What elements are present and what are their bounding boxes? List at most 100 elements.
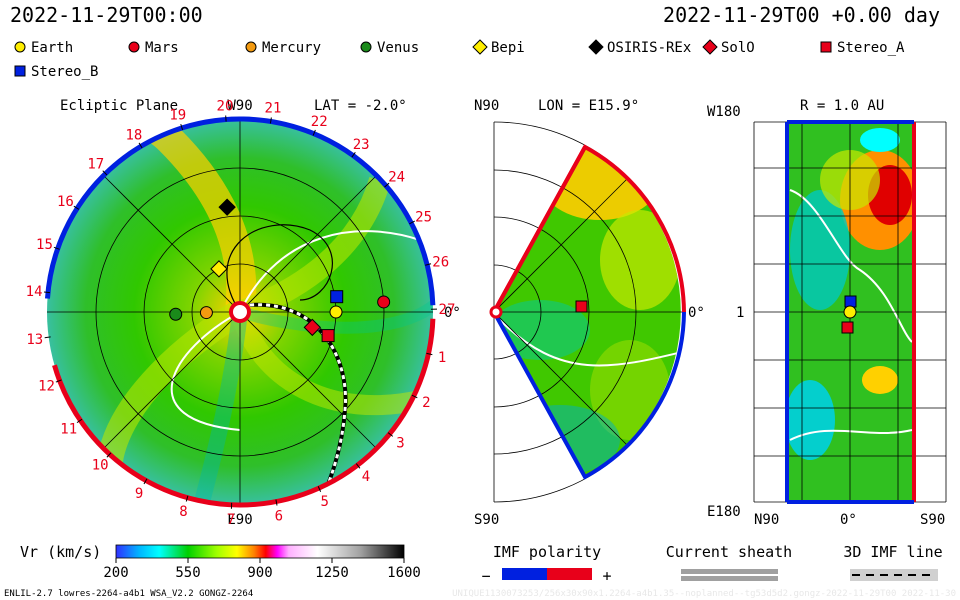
legend-marker-mars — [128, 41, 140, 53]
imf3d-key: 3D IMF line — [843, 543, 943, 581]
body-mercury — [199, 306, 213, 320]
radial-bottom-left: E180 — [707, 504, 741, 520]
current-sheath-line — [239, 230, 421, 313]
meridional-top-label: N90 — [474, 98, 499, 114]
day-tick-label: 17 — [87, 157, 104, 173]
day-tick-label: 10 — [92, 458, 109, 474]
day-tick-mark — [185, 495, 189, 502]
date-right: 2022-11-29T00 +0.00 day — [663, 3, 940, 27]
colorbar-gradient — [115, 544, 405, 559]
radial-r-label: R = 1.0 AU — [800, 98, 884, 114]
day-tick-mark — [355, 463, 361, 469]
day-tick-label: 5 — [321, 494, 329, 510]
legend-marker-bepi — [472, 39, 488, 55]
legend-marker-solo — [702, 39, 718, 55]
imf-negative-swatch — [502, 568, 547, 580]
day-tick-label: 8 — [179, 504, 187, 520]
legend-marker-osiris-rex — [588, 39, 604, 55]
legend-marker-venus — [360, 41, 372, 53]
day-tick-label: 4 — [362, 469, 370, 485]
radial-stereo-b-marker — [844, 295, 857, 308]
day-tick-label: 1 — [438, 350, 446, 366]
legend-marker-stereo-b — [14, 65, 26, 77]
day-tick-mark — [138, 142, 143, 149]
footer-right: UNIQUE1130073253/256x30x90x1.2264-a4b1.3… — [452, 589, 956, 599]
day-tick-mark — [44, 336, 51, 339]
day-tick-mark — [411, 394, 418, 399]
day-tick-mark — [102, 170, 108, 176]
ecliptic-right-label: 0° — [444, 305, 461, 321]
legend-label-bepi: Bepi — [491, 40, 525, 56]
day-tick-mark — [351, 151, 356, 158]
day-tick-label: 14 — [26, 284, 43, 300]
ecliptic-lat-label: LAT = -2.0° — [314, 98, 407, 114]
day-tick-mark — [269, 117, 272, 124]
day-tick-mark — [317, 486, 322, 492]
colorbar-tick-label: 550 — [175, 565, 200, 581]
radial-left-mid: 1 — [736, 305, 744, 321]
date-left: 2022-11-29T00:00 — [10, 3, 203, 27]
day-tick-mark — [384, 182, 390, 188]
legend-label-stereo-b: Stereo_B — [31, 64, 98, 80]
day-tick-mark — [55, 379, 62, 383]
day-tick-label: 19 — [169, 108, 186, 124]
colorbar-tick-label: 1250 — [315, 565, 349, 581]
day-tick-label: 25 — [415, 209, 432, 225]
day-tick-label: 6 — [275, 508, 283, 524]
current-sheath-key: Current sheath — [666, 543, 792, 581]
day-tick-label: 3 — [396, 436, 404, 452]
day-tick-mark — [73, 205, 80, 210]
ecliptic-bottom-label: E90 — [227, 512, 252, 528]
legend-marker-stereo-a — [820, 41, 832, 53]
day-tick-label: 27 — [439, 302, 456, 318]
meridional-bottom-label: S90 — [474, 512, 499, 528]
current-sheath-label: Current sheath — [666, 543, 792, 561]
day-tick-label: 22 — [311, 114, 328, 130]
imf-polarity-key: IMF polarity − + — [481, 543, 611, 585]
day-tick-mark — [409, 220, 415, 225]
meridional-right-label: 0° — [688, 305, 705, 321]
day-tick-mark — [425, 263, 432, 266]
day-tick-label: 2 — [422, 395, 430, 411]
imf-minus: − — [481, 567, 490, 585]
radial-earth-marker — [843, 305, 857, 319]
ecliptic-panel: Ecliptic Plane LAT = -2.0° W90 E90 0° — [26, 98, 461, 528]
day-tick-label: 21 — [265, 101, 282, 117]
body-venus — [169, 307, 183, 321]
ecliptic-top-label: W90 — [227, 98, 252, 114]
day-tick-label: 9 — [135, 486, 143, 502]
imf3d-label: 3D IMF line — [843, 543, 942, 561]
day-tick-label: 26 — [432, 254, 449, 270]
legend-label-stereo-a: Stereo_A — [837, 40, 905, 56]
day-tick-mark — [180, 123, 184, 130]
sun — [229, 301, 251, 323]
imf-title: IMF polarity — [493, 543, 601, 561]
meridional-panel: N90 LON = E15.9° S90 0° — [474, 98, 705, 528]
day-tick-label: 20 — [217, 99, 234, 115]
imf-positive-swatch — [547, 568, 592, 580]
legend: Earth Mars Mercury Venus Bepi OSIRIS-REx SolO S… — [14, 39, 905, 80]
colorbar-tick-label: 200 — [103, 565, 128, 581]
day-tick-mark — [53, 246, 60, 250]
body-solo — [303, 318, 322, 337]
day-tick-label: 18 — [125, 127, 142, 143]
legend-label-mercury: Mercury — [262, 40, 321, 56]
colorbar-tick-label: 900 — [247, 565, 272, 581]
day-tick-label: 16 — [57, 194, 74, 210]
day-tick-mark — [76, 418, 83, 424]
day-tick-label: 11 — [60, 421, 77, 437]
day-tick-mark — [387, 432, 394, 437]
day-tick-label: 15 — [36, 237, 53, 253]
meridional-stereo-a-marker — [575, 300, 588, 313]
day-tick-label: 24 — [388, 170, 405, 186]
radial-x-label-2: S90 — [920, 512, 945, 528]
radial-panel: W180 R = 1.0 AU E180 1 N90 0° S90 — [707, 98, 947, 528]
imf-plus: + — [602, 567, 611, 585]
colorbar: Vr (km/s) 200 550 900 1250 1600 — [20, 543, 421, 581]
body-earth — [329, 305, 343, 319]
body-bepi — [210, 260, 228, 278]
legend-label-earth: Earth — [31, 40, 73, 56]
body-mars — [377, 295, 391, 309]
